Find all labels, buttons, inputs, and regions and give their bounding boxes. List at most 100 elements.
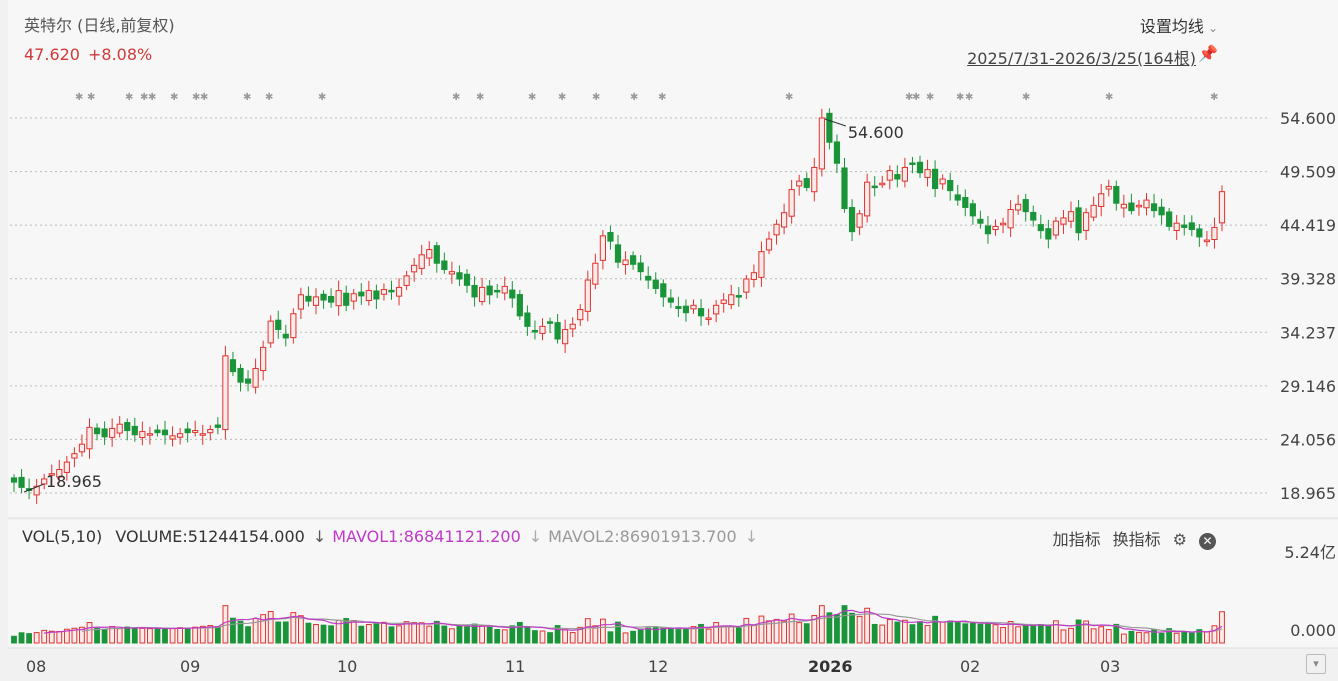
- candle-body: [667, 297, 674, 303]
- candle-body: [441, 260, 448, 271]
- candle-body: [614, 244, 622, 263]
- event-marker: ✱: [318, 92, 326, 103]
- volume-bar: [1007, 621, 1014, 644]
- candle-body: [546, 321, 554, 324]
- candle-body: [592, 262, 599, 285]
- volume-bar: [864, 607, 871, 644]
- price-panel-bg: [8, 0, 1338, 518]
- volume-bar: [267, 610, 274, 644]
- volume-bar: [781, 620, 788, 644]
- candle-body: [78, 443, 86, 453]
- volume-bar: [1204, 631, 1210, 644]
- candle-body: [456, 272, 463, 280]
- candle-body: [765, 238, 773, 251]
- volume-bar: [879, 624, 886, 644]
- volume-bar: [705, 628, 712, 644]
- volume-bar: [932, 615, 939, 644]
- event-marker: ✱: [965, 92, 973, 103]
- candle-body: [788, 189, 795, 217]
- event-marker: ✱: [926, 92, 934, 103]
- candle-body: [1211, 226, 1218, 240]
- volume-bar: [947, 620, 954, 644]
- close-icon[interactable]: ✕: [1199, 533, 1216, 550]
- candle-body: [1037, 224, 1044, 232]
- volume-bar: [365, 624, 372, 644]
- candle-body: [494, 289, 501, 293]
- candle-body: [803, 178, 810, 188]
- volume-bar: [902, 619, 908, 644]
- volume-bar: [667, 628, 674, 644]
- event-marker: ✱: [192, 92, 200, 103]
- volume-bar: [63, 628, 70, 644]
- event-marker: ✱: [1022, 92, 1030, 103]
- volume-bar: [849, 612, 855, 644]
- candle-body: [320, 293, 327, 301]
- event-marker: ✱: [658, 92, 666, 103]
- event-marker: ✱: [140, 92, 148, 103]
- gear-icon[interactable]: ⚙: [1172, 530, 1187, 549]
- x-tick-label: 02: [960, 657, 981, 676]
- volume-bar: [169, 627, 176, 644]
- event-marker: ✱: [785, 92, 793, 103]
- down-arrow-icon: ↓: [312, 527, 327, 546]
- switch-indicator-button[interactable]: 换指标: [1112, 530, 1161, 549]
- mavol2-value: MAVOL2:86901913.700: [548, 527, 737, 546]
- candle-body: [675, 306, 682, 309]
- volume-bar: [954, 621, 961, 644]
- vol-indicator-name[interactable]: VOL(5,10): [22, 527, 103, 546]
- candle-body: [260, 346, 267, 372]
- volume-bar: [464, 626, 470, 644]
- volume-bar: [260, 614, 267, 644]
- y-tick-label: 39.328: [1280, 270, 1336, 289]
- candle-body: [207, 428, 214, 434]
- volume-bar: [660, 626, 667, 644]
- collapse-icon[interactable]: ▾: [1306, 654, 1326, 674]
- volume-bar: [1030, 625, 1037, 644]
- add-indicator-button[interactable]: 加指标: [1052, 530, 1101, 549]
- volume-bar: [275, 621, 282, 644]
- volume-bar: [486, 626, 493, 644]
- volume-bar: [962, 623, 969, 644]
- volume-bar: [751, 624, 757, 644]
- candle-body: [501, 285, 508, 294]
- candle-body: [1143, 199, 1150, 209]
- volume-bar: [358, 625, 365, 644]
- volume-bar: [1158, 632, 1165, 644]
- volume-bar: [894, 621, 901, 644]
- volume-bar: [622, 632, 629, 644]
- volume-bar: [154, 628, 161, 644]
- candle-body: [312, 296, 320, 306]
- candle-body: [109, 427, 116, 438]
- event-marker: ✱: [87, 92, 95, 103]
- candle-body: [607, 232, 614, 242]
- volume-bar: [147, 628, 153, 644]
- volume-bar: [441, 625, 448, 644]
- ma-setting-label: 设置均线: [1139, 17, 1204, 36]
- volume-bar: [290, 612, 297, 644]
- volume-bar: [1151, 629, 1157, 644]
- candle-body: [750, 272, 757, 280]
- candle-body: [645, 275, 652, 281]
- volume-bar: [909, 624, 916, 644]
- candle-body: [290, 313, 297, 339]
- pin-icon[interactable]: 📌: [1198, 44, 1218, 63]
- date-range[interactable]: 2025/7/31-2026/3/25(164根): [967, 49, 1196, 68]
- volume-bar: [33, 632, 40, 644]
- down-arrow-icon: ↓: [744, 527, 759, 546]
- candle-body: [214, 424, 221, 428]
- volume-bar: [1022, 625, 1029, 644]
- candle-body: [1075, 207, 1082, 234]
- volume-bar: [1143, 632, 1150, 644]
- volume-bar: [381, 621, 387, 644]
- volume-bar: [388, 626, 395, 644]
- volume-legend: VOL(5,10) VOLUME:51244154.000 ↓ MAVOL1:868…: [22, 527, 764, 546]
- volume-bar: [1090, 628, 1097, 644]
- last-price: 47.620: [24, 45, 80, 64]
- candle-body: [365, 290, 372, 301]
- volume-bar: [1181, 631, 1188, 644]
- volume-bar: [245, 626, 251, 644]
- volume-bar: [969, 622, 976, 644]
- ma-setting-button[interactable]: 设置均线 ⌄: [1140, 13, 1218, 37]
- volume-bar: [592, 625, 599, 644]
